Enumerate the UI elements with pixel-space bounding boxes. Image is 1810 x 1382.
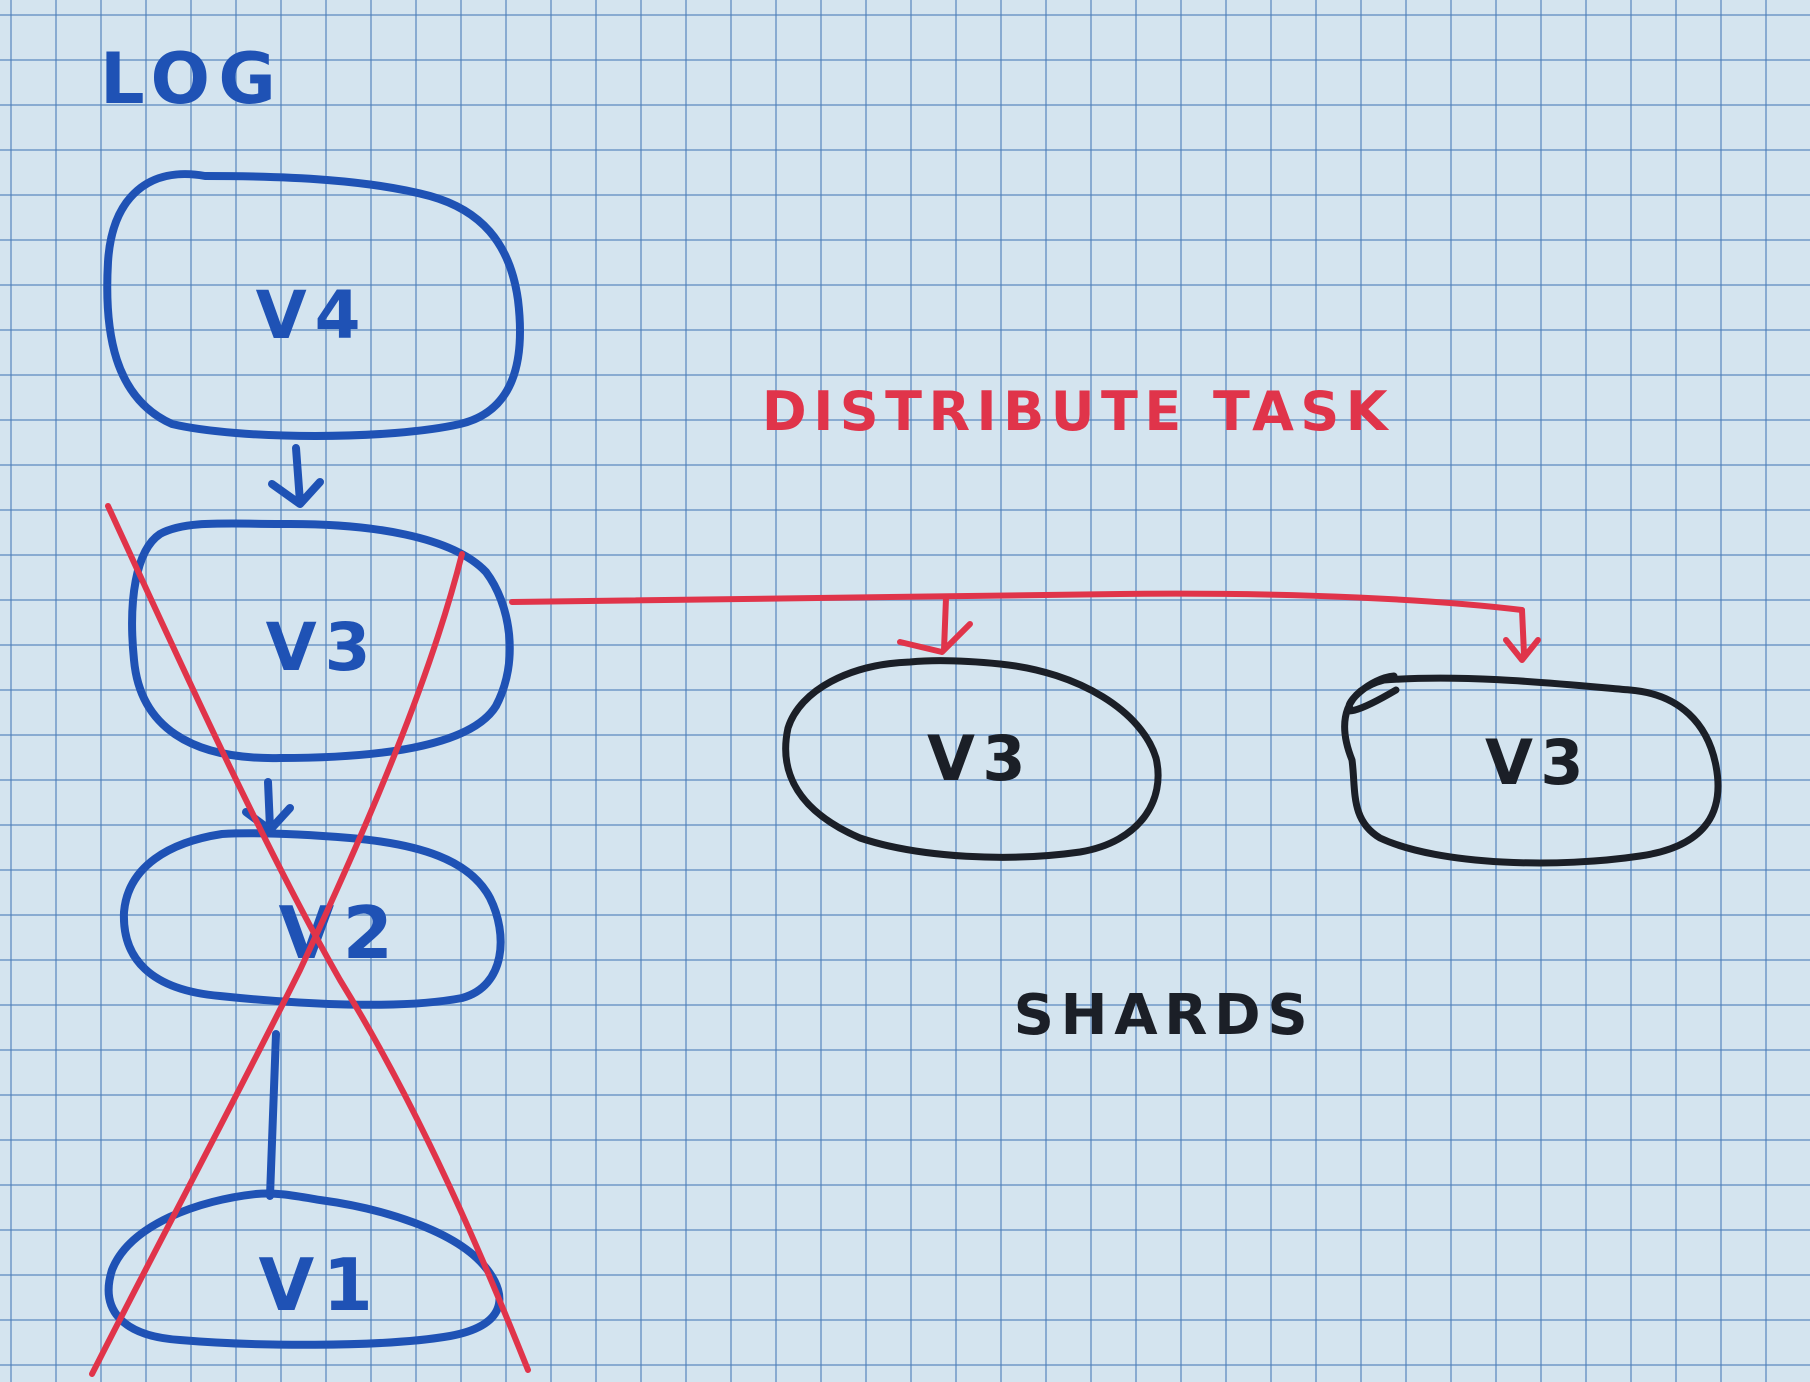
arrow-to-shard-2 xyxy=(1503,607,1541,663)
node-v4-outline xyxy=(103,170,525,440)
cross-stroke-down xyxy=(105,503,531,1373)
log-title: LOG xyxy=(100,38,284,120)
cross-out-mark xyxy=(89,503,531,1377)
node-v1-outline xyxy=(104,1189,504,1349)
distribute-arrows xyxy=(509,590,1541,663)
shards-caption: SHARDS xyxy=(1014,983,1315,1048)
shard-1-outline xyxy=(782,657,1162,861)
arrow-v4-to-v3 xyxy=(268,444,324,508)
node-v3-label: V3 xyxy=(266,609,379,686)
shard-2-label: V3 xyxy=(1485,726,1591,799)
shard-2-outline xyxy=(1341,672,1722,867)
arrow-to-shard-1 xyxy=(897,595,973,655)
node-v4-label: V4 xyxy=(256,277,369,354)
node-v1-label: V1 xyxy=(258,1243,381,1327)
node-v2-outline xyxy=(119,829,505,1009)
connector-v2-to-v1 xyxy=(266,1030,280,1200)
shard-nodes xyxy=(782,657,1722,867)
distribute-task-label: DISTRIBUTE TASK xyxy=(762,380,1394,443)
node-v3-outline xyxy=(128,519,514,763)
cross-stroke-up xyxy=(89,551,465,1377)
arrow-v3-to-v2 xyxy=(242,778,294,834)
shard-1-label: V3 xyxy=(927,722,1033,795)
distribute-branch-line xyxy=(509,590,1525,613)
